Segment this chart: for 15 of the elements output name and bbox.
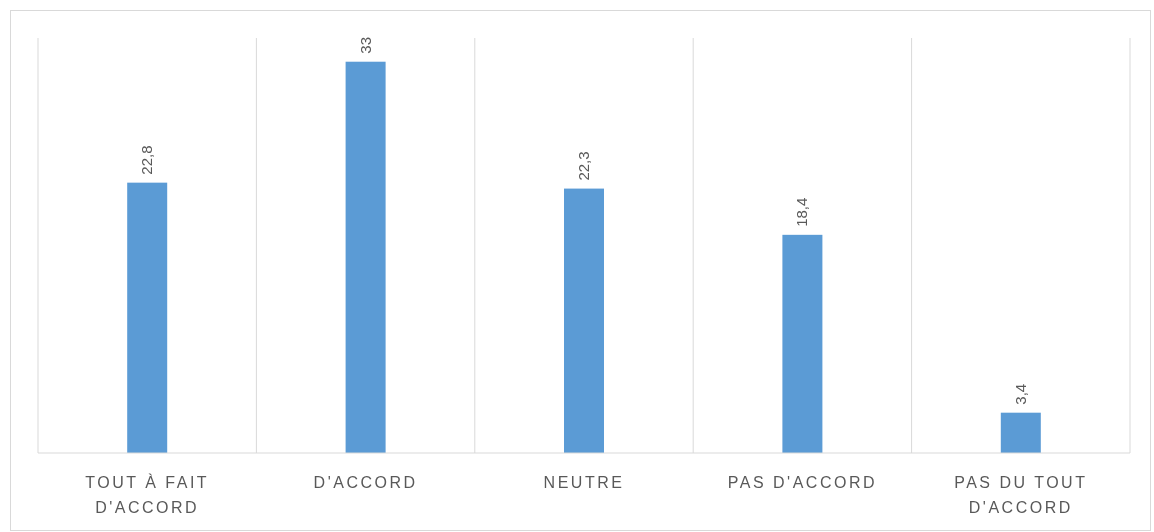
bar xyxy=(345,61,386,453)
x-tick-label: PAS DU TOUT D'ACCORD xyxy=(954,474,1088,516)
data-label: 22,8 xyxy=(138,145,156,175)
data-label: 22,3 xyxy=(575,151,592,181)
data-label: 18,4 xyxy=(793,197,811,227)
bar xyxy=(782,234,823,453)
x-tick-label: PAS D'ACCORD xyxy=(727,474,878,491)
bar xyxy=(1000,412,1041,453)
x-tick-label: D'ACCORD xyxy=(313,474,418,491)
x-tick-label: TOUT À FAIT D'ACCORD xyxy=(85,473,210,516)
bar xyxy=(127,182,168,453)
data-label: 3,4 xyxy=(1011,383,1029,405)
x-tick-label: NEUTRE xyxy=(543,474,625,491)
bar xyxy=(564,188,604,453)
data-label: 33 xyxy=(356,37,374,54)
